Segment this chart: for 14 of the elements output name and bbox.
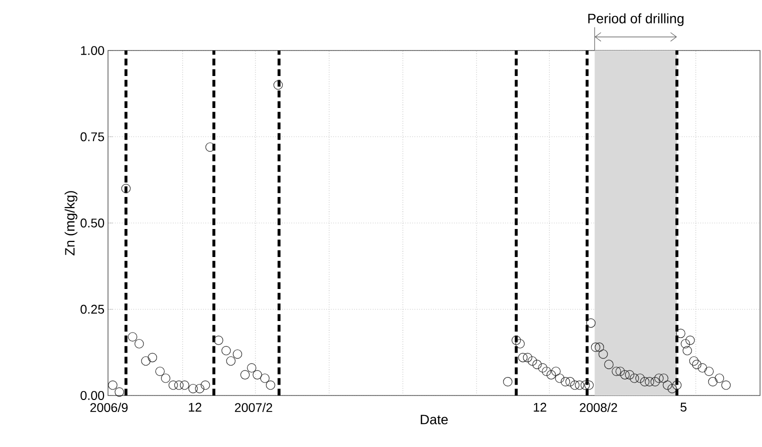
y-tick-label: 0.00 xyxy=(80,391,104,400)
x-tick-label: 12 xyxy=(188,402,202,412)
band-label: Period of drilling xyxy=(588,13,684,26)
x-axis-title: Date xyxy=(420,414,448,424)
x-tick-label: 12 xyxy=(534,402,546,412)
y-tick-label: 0.50 xyxy=(80,218,104,228)
y-tick-label: 0.25 xyxy=(80,304,104,314)
x-tick-label: 2007/2 xyxy=(234,402,272,412)
x-tick-label: 5 xyxy=(680,402,686,412)
y-tick-label: 0.75 xyxy=(80,132,104,142)
y-axis-title: Zn (mg/kg) xyxy=(64,191,78,256)
y-tick-label: 1.00 xyxy=(81,46,104,55)
x-tick-label: 2006/9 xyxy=(90,402,128,412)
x-tick-label: 2008/2 xyxy=(580,402,618,412)
